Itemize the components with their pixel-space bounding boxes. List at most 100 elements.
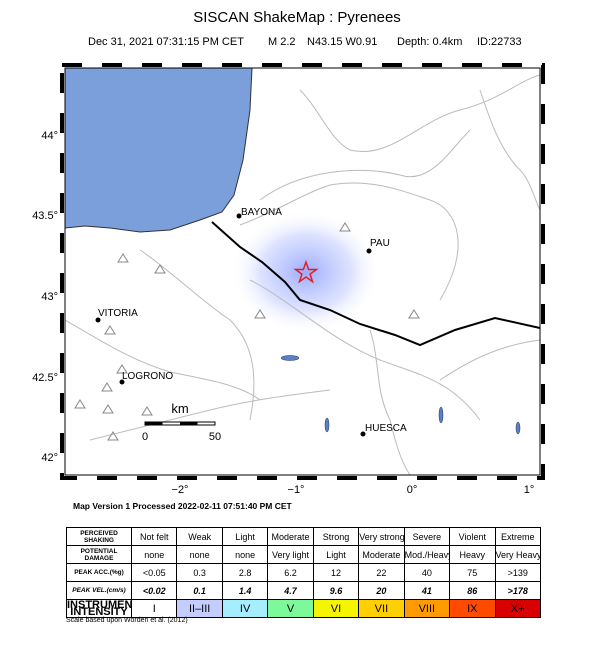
row-label: PERCEIVED SHAKING bbox=[66, 527, 132, 546]
stations bbox=[74, 222, 420, 441]
city-dot bbox=[366, 248, 372, 254]
legend-cell: VI bbox=[312, 599, 360, 618]
legend-row: PEAK ACC.(%g) <0.05 0.3 2.8 6.2 12 22 40 75 >139 bbox=[66, 563, 541, 582]
legend-cell: Light bbox=[312, 545, 360, 564]
legend-cell: 12 bbox=[312, 563, 360, 582]
legend-cell: VIII bbox=[403, 599, 451, 618]
legend-cell: Moderate bbox=[267, 527, 314, 546]
legend-cell: Very light bbox=[267, 545, 314, 564]
city-label: VITORIA bbox=[98, 308, 138, 319]
legend-cell: 4.7 bbox=[267, 581, 314, 600]
scale-unit: km bbox=[171, 401, 188, 416]
row-label: PEAK VEL.(cm/s) bbox=[66, 581, 132, 600]
map: BAYONA PAU VITORIA LOGRONO HUESCA km 0 5… bbox=[65, 68, 540, 475]
map-figure: SISCAN ShakeMap : Pyrenees Dec 31, 2021 … bbox=[32, 9, 545, 511]
date: Dec 31, 2021 07:31:15 PM CET bbox=[88, 36, 244, 48]
lat-label: 42° bbox=[41, 452, 58, 464]
legend-cell: >139 bbox=[494, 563, 541, 582]
row-label: PEAK ACC.(%g) bbox=[66, 563, 132, 582]
legend-cell: V bbox=[267, 599, 314, 618]
legend-cell: Extreme bbox=[494, 527, 541, 546]
city-label: PAU bbox=[370, 238, 390, 249]
lat-label: 43° bbox=[41, 291, 58, 303]
legend-cell: Heavy bbox=[449, 545, 496, 564]
legend-cell: Very strong bbox=[358, 527, 405, 546]
legend-cell: Severe bbox=[403, 527, 451, 546]
frame-border bbox=[60, 63, 545, 480]
legend-cell: 75 bbox=[449, 563, 496, 582]
city-dot bbox=[360, 431, 366, 437]
legend-cell: I bbox=[130, 599, 178, 618]
legend-cell: Violent bbox=[449, 527, 496, 546]
city-dot bbox=[236, 213, 242, 219]
legend-cell: 6.2 bbox=[267, 563, 314, 582]
lat-label: 44° bbox=[41, 130, 58, 142]
cities: BAYONA PAU VITORIA LOGRONO HUESCA bbox=[95, 207, 407, 437]
scale-start: 0 bbox=[142, 431, 148, 443]
frame bbox=[64, 67, 541, 476]
legend-row: PERCEIVED SHAKING Not felt Weak Light Modera… bbox=[66, 527, 541, 546]
legend-cell: Mod./Heavy bbox=[403, 545, 451, 564]
epicenter bbox=[293, 259, 319, 284]
lon-label: 1° bbox=[524, 484, 535, 496]
legend-cell: Weak bbox=[176, 527, 223, 546]
legend-cell: none bbox=[130, 545, 178, 564]
legend-cell: Not felt bbox=[130, 527, 178, 546]
legend-row: POTENTIAL DAMAGE none none none Very light Li… bbox=[66, 545, 541, 564]
legend-cell: Moderate bbox=[358, 545, 405, 564]
legend-cell: X+ bbox=[494, 599, 541, 618]
legend-row: INSTRUMENTAL INTENSITYIII–IIIIVVVIVIIVII… bbox=[66, 599, 541, 618]
title: SISCAN ShakeMap : Pyrenees bbox=[193, 9, 401, 26]
city-label: BAYONA bbox=[241, 207, 282, 218]
legend-cell: 9.6 bbox=[312, 581, 360, 600]
city-dot bbox=[119, 379, 125, 385]
scale-bar: km 0 50 bbox=[142, 401, 221, 443]
sea bbox=[65, 68, 253, 233]
legend-cell: >178 bbox=[494, 581, 541, 600]
map-version: Map Version 1 Processed 2022-02-11 07:51… bbox=[73, 501, 293, 511]
depth: Depth: 0.4km bbox=[397, 36, 462, 48]
legend-cell: Strong bbox=[312, 527, 360, 546]
row-label: POTENTIAL DAMAGE bbox=[66, 545, 132, 564]
lat-labels: 44° 43.5° 43° 42.5° 42° bbox=[32, 130, 58, 464]
legend-cell: 0.1 bbox=[176, 581, 223, 600]
legend-cell: 86 bbox=[449, 581, 496, 600]
legend-cell: 20 bbox=[358, 581, 405, 600]
legend-cell: 40 bbox=[403, 563, 451, 582]
legend-cell: 0.3 bbox=[176, 563, 223, 582]
legend-cell: <0.02 bbox=[130, 581, 178, 600]
legend-cell: 22 bbox=[358, 563, 405, 582]
location: N43.15 W0.91 bbox=[307, 36, 377, 48]
city-label: LOGRONO bbox=[122, 371, 173, 382]
magnitude: M 2.2 bbox=[268, 36, 296, 48]
lakes bbox=[280, 355, 521, 435]
legend-row: PEAK VEL.(cm/s) <0.02 0.1 1.4 4.7 9.6 20 41 86 >1… bbox=[66, 581, 541, 600]
lon-label: −2° bbox=[172, 484, 189, 496]
lon-label: −1° bbox=[288, 484, 305, 496]
legend-cell: 41 bbox=[403, 581, 451, 600]
legend-cell: Light bbox=[221, 527, 269, 546]
rivers bbox=[65, 74, 540, 475]
city-dot bbox=[95, 317, 101, 323]
scale-end: 50 bbox=[209, 431, 221, 443]
lat-label: 42.5° bbox=[32, 372, 58, 384]
legend-cell: <0.05 bbox=[130, 563, 178, 582]
border bbox=[211, 221, 540, 347]
legend-cell: none bbox=[176, 545, 223, 564]
legend-cell: IX bbox=[449, 599, 496, 618]
legend-cell: none bbox=[221, 545, 269, 564]
lon-labels: −2° −1° 0° 1° bbox=[172, 484, 535, 496]
legend-cell: IV bbox=[221, 599, 269, 618]
event-id: ID:22733 bbox=[477, 36, 522, 48]
legend-cell: II–III bbox=[176, 599, 223, 618]
legend-cell: VII bbox=[358, 599, 405, 618]
row-label: INSTRUMENTAL INTENSITY bbox=[66, 599, 132, 618]
intensity-legend: PERCEIVED SHAKING Not felt Weak Light Modera… bbox=[66, 527, 541, 618]
legend-cell: Very Heavy bbox=[494, 545, 541, 564]
credit: Scale based upon Worden et al. (2012) bbox=[66, 617, 188, 624]
legend-cell: 2.8 bbox=[221, 563, 269, 582]
lon-label: 0° bbox=[407, 484, 418, 496]
legend-cell: 1.4 bbox=[221, 581, 269, 600]
intensity-area bbox=[231, 210, 381, 334]
